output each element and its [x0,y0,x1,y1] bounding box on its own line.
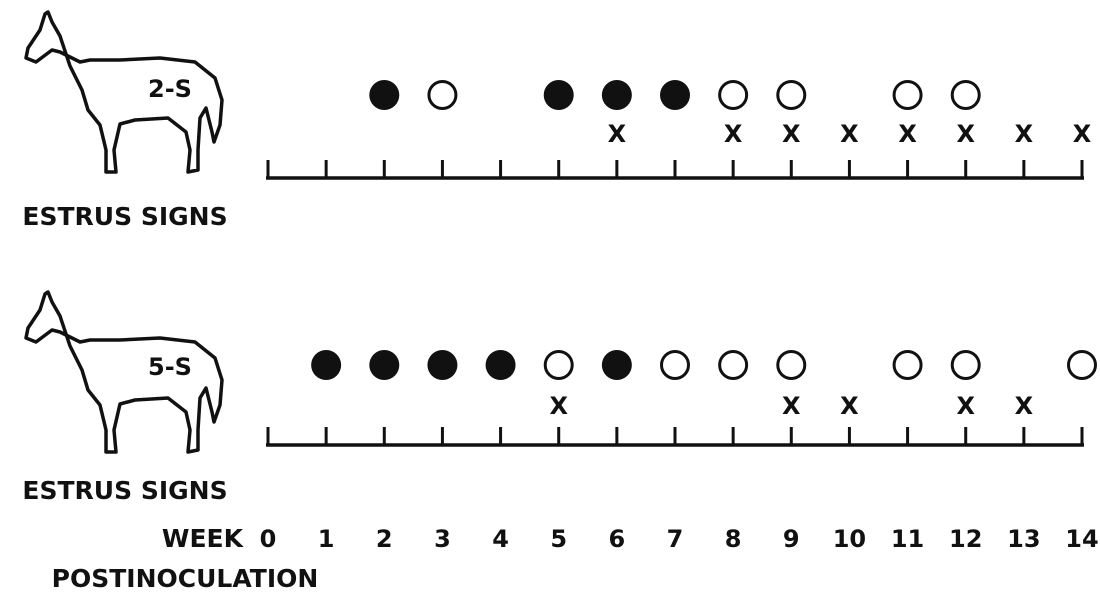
x-mark: X [549,392,568,420]
filled-circle [660,80,690,110]
open-circle [778,82,805,109]
open-circle [720,352,747,379]
week-tick-label: 14 [1065,525,1098,553]
horse-1: 2-S [26,12,222,172]
filled-circle [369,350,399,380]
open-circle [952,352,979,379]
open-circle [778,352,805,379]
x-mark: X [782,120,801,148]
filled-circle [369,80,399,110]
week-tick-label: 2 [376,525,393,553]
open-circle [894,352,921,379]
week-tick-label: 1 [318,525,335,553]
open-circle [1069,352,1096,379]
week-label: WEEK [162,524,245,553]
x-mark: X [1015,120,1034,148]
open-circle [952,82,979,109]
x-mark: X [956,120,975,148]
x-mark: X [782,392,801,420]
horse-outline [26,292,222,452]
week-tick-label: 6 [609,525,626,553]
week-sublabel: POSTINOCULATION [52,564,319,593]
axis-label: ESTRUS SIGNS [22,202,227,231]
x-mark: X [1015,392,1034,420]
week-tick-label: 0 [260,525,277,553]
week-tick-label: 11 [891,525,924,553]
x-mark: X [1073,120,1092,148]
filled-circle [544,80,574,110]
open-circle [720,82,747,109]
x-mark: X [724,120,743,148]
x-mark: X [608,120,627,148]
open-circle [429,82,456,109]
week-tick-label: 3 [434,525,451,553]
open-circle [894,82,921,109]
x-mark: X [840,392,859,420]
x-mark: X [956,392,975,420]
horse-label: 2-S [148,75,192,103]
filled-circle [602,80,632,110]
filled-circle [311,350,341,380]
diagram: 2-S ESTRUS SIGNS 5-S ESTRUS SIGNS WEEK P… [0,0,1100,594]
week-tick-label: 13 [1007,525,1040,553]
filled-circle [486,350,516,380]
week-tick-label: 8 [725,525,742,553]
x-mark: X [898,120,917,148]
filled-circle [427,350,457,380]
week-tick-label: 12 [949,525,982,553]
week-tick-label: 7 [667,525,684,553]
week-tick-label: 5 [550,525,567,553]
horse-2: 5-S [26,292,222,452]
week-tick-label: 9 [783,525,800,553]
horse-outline [26,12,222,172]
week-tick-label: 4 [492,525,509,553]
x-mark: X [840,120,859,148]
open-circle [662,352,689,379]
axis-label: ESTRUS SIGNS [22,476,227,505]
filled-circle [602,350,632,380]
horse-label: 5-S [148,353,192,381]
week-tick-label: 10 [833,525,866,553]
open-circle [545,352,572,379]
